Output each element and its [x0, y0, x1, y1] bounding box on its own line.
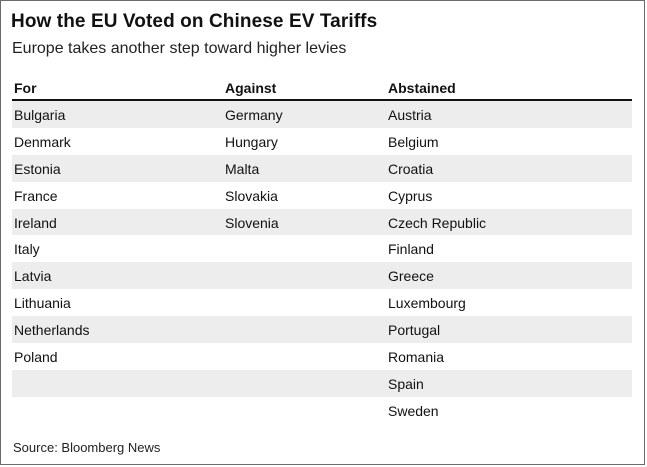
table-cell-for: Lithuania [14, 295, 71, 312]
table-cell-against: Slovenia [225, 214, 279, 231]
table-cell-abstained: Austria [388, 107, 432, 123]
table-cell-for: Denmark [14, 133, 71, 150]
table-cell-for: Poland [14, 349, 58, 366]
column-header-for: For [14, 80, 37, 96]
table-row: Denmark Hungary Belgium [12, 128, 632, 155]
table-cell-abstained: Finland [388, 241, 434, 258]
table-cell-for: Ireland [14, 214, 57, 231]
column-header-against: Against [225, 80, 277, 96]
page-subtitle: Europe takes another step toward higher … [12, 40, 347, 57]
table-row: France Slovakia Cyprus [12, 182, 632, 209]
table-cell-abstained: Sweden [388, 402, 439, 419]
table-cell-against: Slovakia [225, 187, 278, 204]
table-row: Bulgaria Germany Austria [12, 101, 632, 128]
column-header-abstained: Abstained [388, 80, 456, 96]
table-cell-abstained: Czech Republic [388, 214, 487, 231]
table-cell-for: France [14, 187, 58, 204]
table-cell-for: Latvia [14, 268, 52, 285]
table-cell-for: Bulgaria [14, 107, 66, 123]
table-cell-for: Estonia [14, 160, 61, 177]
table-cell-abstained: Belgium [388, 133, 439, 150]
table-cell-for: Italy [14, 241, 40, 258]
table-cell-abstained: Portugal [388, 322, 441, 339]
source-note: Source: Bloomberg News [13, 440, 161, 455]
table-row: Latvia Greece [12, 262, 632, 290]
table-cell-abstained: Spain [388, 375, 424, 392]
table-cell-against: Germany [225, 107, 283, 123]
table-row: Spain [12, 369, 632, 397]
table-cell-against: Hungary [225, 133, 278, 150]
table-cell-against: Malta [225, 160, 260, 177]
table-header: For Against Abstained [12, 77, 632, 101]
table-cell-abstained: Croatia [388, 160, 434, 177]
table-row: Estonia Malta Croatia [12, 154, 632, 182]
vote-table: For Against Abstained Bulgaria Germany Aus… [12, 77, 632, 424]
table-cell-abstained: Greece [388, 268, 434, 285]
table-row: Lithuania Luxembourg [12, 289, 632, 316]
table-cell-for: Netherlands [14, 322, 90, 339]
table-row: Ireland Slovenia Czech Republic [12, 208, 632, 236]
table-body: Bulgaria Germany Austria Denmark Hungary Belg… [12, 101, 632, 424]
table-cell-abstained: Luxembourg [388, 295, 466, 312]
table-cell-abstained: Romania [388, 349, 445, 366]
table-row: Netherlands Portugal [12, 316, 632, 344]
table-row: Italy Finland [12, 235, 632, 262]
table-cell-abstained: Cyprus [388, 187, 433, 204]
table-row: Sweden [12, 397, 632, 424]
table-row: Poland Romania [12, 343, 632, 370]
page-title: How the EU Voted on Chinese EV Tariffs [11, 11, 378, 32]
